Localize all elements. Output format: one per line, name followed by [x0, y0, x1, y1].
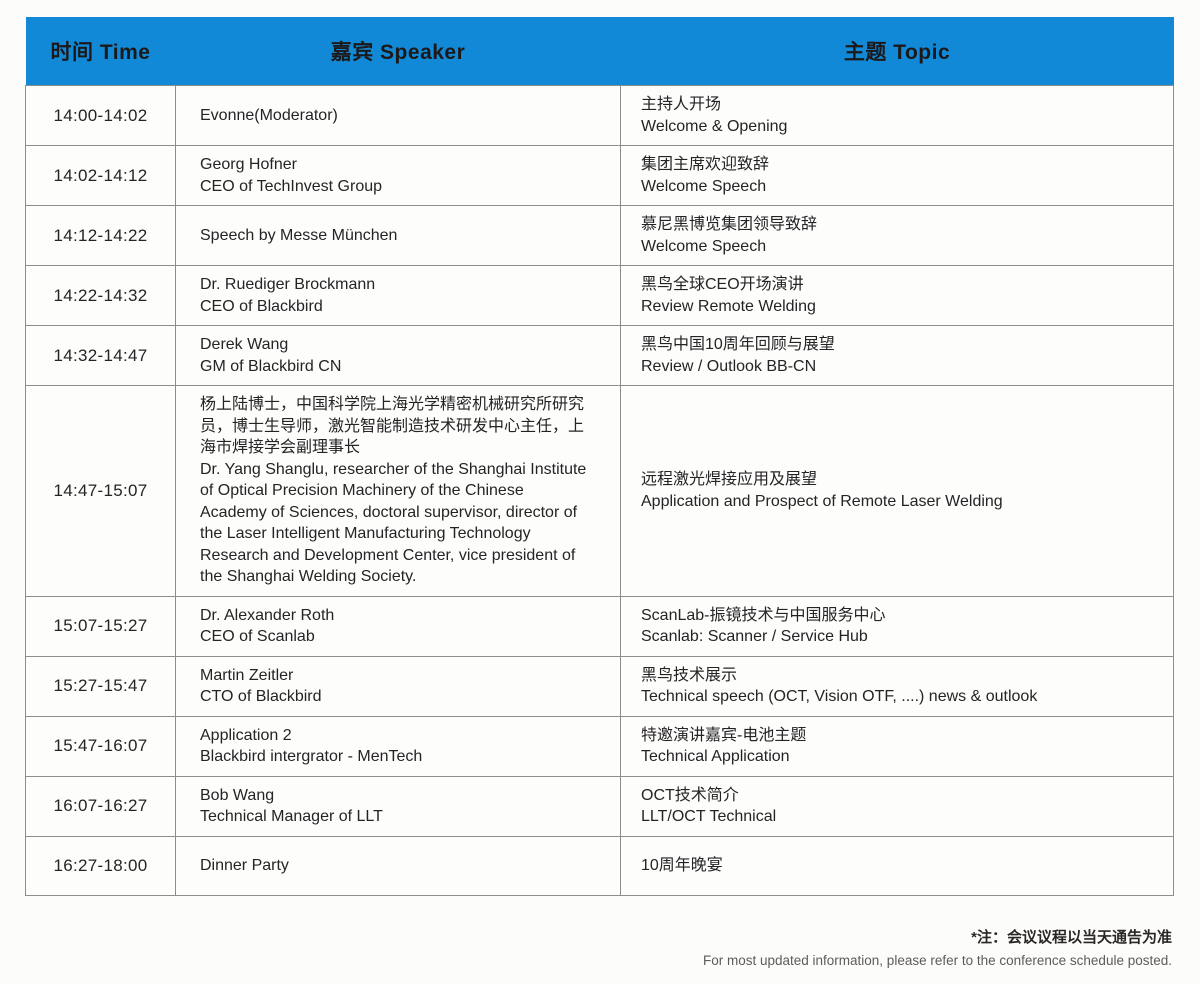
- time-cell: 16:07-16:27: [25, 775, 176, 837]
- cell-line: 黑鸟技术展示: [641, 666, 738, 684]
- cell-line: 杨上陆博士，中国科学院上海光学精密机械研究所研究员，博士生导师，激光智能制造技术…: [200, 396, 585, 456]
- cell-line: Review / Outlook BB-CN: [641, 357, 817, 375]
- cell-line: LLT/OCT Technical: [641, 808, 777, 825]
- speaker-cell: Derek Wang GM of Blackbird CN: [175, 325, 621, 386]
- time-cell: 14:32-14:47: [25, 325, 176, 386]
- table-row: 14:47-15:07 杨上陆博士，中国科学院上海光学精密机械研究所研究员，博士…: [25, 385, 1174, 597]
- cell-line: 黑鸟全球CEO开场演讲: [641, 276, 804, 293]
- cell-line: Scanlab: Scanner / Service Hub: [641, 628, 868, 645]
- topic-cell: 10周年晚宴: [620, 835, 1174, 896]
- topic-cell: 黑鸟中国10周年回顾与展望 Review / Outlook BB-CN: [620, 325, 1174, 386]
- cell-line: Review Remote Welding: [641, 297, 816, 315]
- topic-cell: 主持人开场 Welcome & Opening: [620, 85, 1174, 146]
- cell-line: GM of Blackbird CN: [200, 357, 342, 375]
- table-row: 14:00-14:02 Evonne(Moderator) 主持人开场 Welco…: [25, 85, 1174, 146]
- table-row: 15:07-15:27 Dr. Alexander Roth CEO of Sca…: [25, 595, 1174, 657]
- time-cell: 14:22-14:32: [25, 265, 176, 326]
- topic-cell: ScanLab-振镜技术与中国服务中心 Scanlab: Scanner / Se…: [620, 595, 1174, 657]
- speaker-cell: Dr. Alexander Roth CEO of Scanlab: [175, 595, 621, 657]
- cell-line: Dr. Alexander Roth: [200, 606, 335, 624]
- cell-line: Technical speech (OCT, Vision OTF, ....)…: [641, 688, 1038, 705]
- cell-line: 黑鸟中国10周年回顾与展望: [641, 336, 835, 353]
- table-row: 16:27-18:00 Dinner Party 10周年晚宴: [25, 835, 1174, 896]
- header-topic: 主题 Topic: [620, 17, 1174, 86]
- topic-cell: OCT技术简介 LLT/OCT Technical: [620, 775, 1174, 837]
- cell-line: Application 2: [200, 726, 292, 744]
- header-row: 时间 Time 嘉宾 Speaker 主题 Topic: [25, 17, 1174, 86]
- cell-line: CEO of Blackbird: [200, 297, 323, 315]
- time-cell: 14:02-14:12: [25, 145, 176, 206]
- cell-line: Bob Wang: [200, 786, 275, 804]
- cell-line: Speech by Messe München: [200, 226, 398, 244]
- table-row: 15:47-16:07 Application 2 Blackbird inter…: [25, 715, 1174, 777]
- cell-line: ScanLab-振镜技术与中国服务中心: [641, 606, 886, 624]
- table-row: 15:27-15:47 Martin Zeitler CTO of Blackbi…: [25, 655, 1174, 717]
- cell-line: CEO of Scanlab: [200, 628, 315, 645]
- cell-line: Blackbird intergrator - MenTech: [200, 748, 423, 765]
- topic-cell: 慕尼黑博览集团领导致辞 Welcome Speech: [620, 205, 1174, 266]
- cell-line: Dr. Yang Shanglu, researcher of the Shan…: [200, 460, 587, 586]
- cell-line: 特邀演讲嘉宾-电池主题: [641, 726, 807, 744]
- cell-line: 集团主席欢迎致辞: [641, 156, 770, 173]
- cell-line: 远程激光焊接应用及展望: [641, 471, 818, 489]
- cell-line: Derek Wang: [200, 336, 289, 353]
- cell-line: Application and Prospect of Remote Laser…: [641, 492, 1003, 510]
- cell-line: Dinner Party: [200, 856, 289, 874]
- table-row: 14:02-14:12 Georg Hofner CEO of TechInves…: [25, 145, 1174, 206]
- topic-cell: 黑鸟全球CEO开场演讲 Review Remote Welding: [620, 265, 1174, 326]
- schedule-table-body: 14:00-14:02 Evonne(Moderator) 主持人开场 Welco…: [25, 85, 1174, 896]
- time-cell: 14:47-15:07: [25, 385, 176, 597]
- table-row: 14:32-14:47 Derek Wang GM of Blackbird CN…: [25, 325, 1174, 386]
- speaker-cell: Dinner Party: [175, 835, 621, 896]
- cell-line: 10周年晚宴: [641, 856, 723, 874]
- table-header: 时间 Time 嘉宾 Speaker 主题 Topic: [25, 17, 1174, 86]
- footnote-zh: *注：会议议程以当天通告为准: [971, 929, 1172, 946]
- time-cell: 14:00-14:02: [25, 85, 176, 146]
- speaker-cell: Martin Zeitler CTO of Blackbird: [175, 655, 621, 717]
- cell-line: 主持人开场: [641, 96, 722, 113]
- footnote-en: For most updated information, please ref…: [702, 953, 1172, 968]
- speaker-cell: Speech by Messe München: [175, 205, 621, 266]
- cell-line: Welcome Speech: [641, 237, 767, 255]
- time-cell: 15:47-16:07: [25, 715, 176, 777]
- topic-cell: 集团主席欢迎致辞 Welcome Speech: [620, 145, 1174, 206]
- footnote: *注：会议议程以当天通告为准 For most updated informat…: [703, 926, 1172, 968]
- header-speaker: 嘉宾 Speaker: [175, 17, 621, 86]
- time-cell: 15:27-15:47: [25, 655, 176, 717]
- time-cell: 14:12-14:22: [25, 205, 176, 266]
- time-cell: 16:27-18:00: [25, 835, 176, 896]
- table-row: 14:22-14:32 Dr. Ruediger Brockmann CEO of…: [25, 265, 1174, 326]
- speaker-cell: 杨上陆博士，中国科学院上海光学精密机械研究所研究员，博士生导师，激光智能制造技术…: [175, 385, 621, 597]
- header-time: 时间 Time: [25, 17, 176, 86]
- cell-line: Dr. Ruediger Brockmann: [200, 276, 376, 293]
- cell-line: Welcome & Opening: [641, 117, 788, 135]
- cell-line: CEO of TechInvest Group: [200, 177, 383, 195]
- cell-line: Welcome Speech: [641, 177, 767, 195]
- cell-line: CTO of Blackbird: [200, 688, 322, 705]
- speaker-cell: Evonne(Moderator): [175, 85, 621, 146]
- speaker-cell: Dr. Ruediger Brockmann CEO of Blackbird: [175, 265, 621, 326]
- speaker-cell: Bob Wang Technical Manager of LLT: [175, 775, 621, 837]
- cell-line: Technical Manager of LLT: [200, 808, 383, 825]
- topic-cell: 黑鸟技术展示 Technical speech (OCT, Vision OTF,…: [620, 655, 1174, 717]
- topic-cell: 远程激光焊接应用及展望 Application and Prospect of R…: [620, 385, 1174, 597]
- cell-line: Technical Application: [641, 748, 790, 765]
- cell-line: 慕尼黑博览集团领导致辞: [641, 216, 818, 233]
- table-row: 16:07-16:27 Bob Wang Technical Manager of…: [25, 775, 1174, 837]
- cell-line: Evonne(Moderator): [200, 106, 338, 124]
- topic-cell: 特邀演讲嘉宾-电池主题 Technical Application: [620, 715, 1174, 777]
- cell-line: Georg Hofner: [200, 156, 297, 173]
- cell-line: OCT技术简介: [641, 786, 739, 804]
- speaker-cell: Georg Hofner CEO of TechInvest Group: [175, 145, 621, 206]
- table-row: 14:12-14:22 Speech by Messe München 慕尼黑博…: [25, 205, 1174, 266]
- time-cell: 15:07-15:27: [25, 595, 176, 657]
- speaker-cell: Application 2 Blackbird intergrator - Men…: [175, 715, 621, 777]
- cell-line: Martin Zeitler: [200, 666, 294, 684]
- schedule-table: 时间 Time 嘉宾 Speaker 主题 Topic 14:00-14:02 …: [25, 17, 1174, 896]
